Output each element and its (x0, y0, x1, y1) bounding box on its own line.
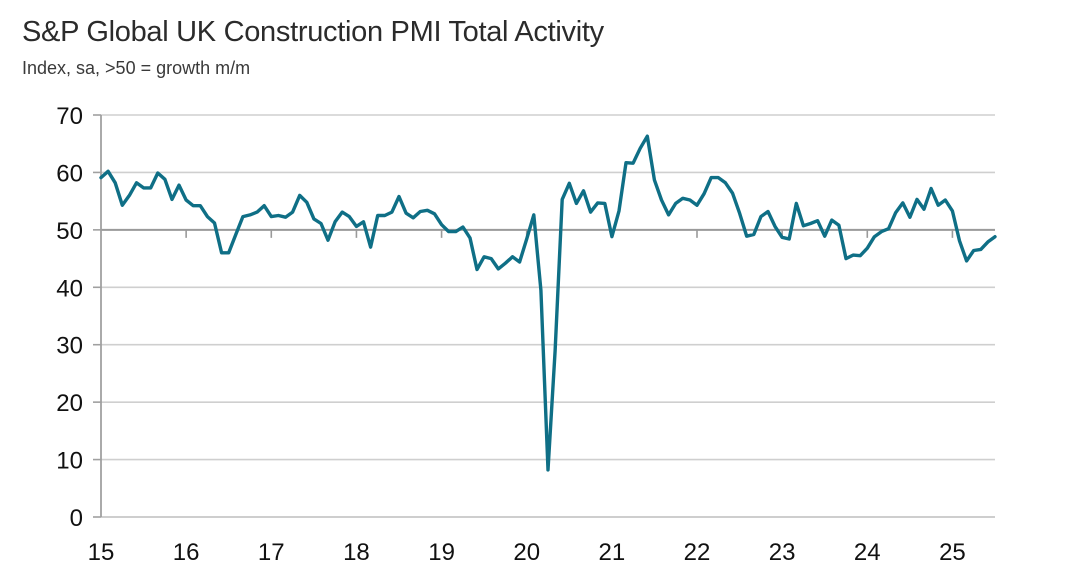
y-tick-label: 30 (56, 333, 83, 360)
x-tick-label: 16 (173, 539, 200, 566)
x-tick-label: 20 (513, 539, 540, 566)
x-tick-label: 23 (769, 539, 796, 566)
y-tick-label: 10 (56, 448, 83, 475)
x-tick-label: 25 (939, 539, 966, 566)
series-line (99, 134, 997, 472)
y-tick-label: 50 (56, 218, 83, 245)
x-axis: 15 16 17 18 19 20 21 22 23 24 25 (88, 229, 966, 566)
x-tick-label: 22 (684, 539, 711, 566)
y-tick-label: 20 (56, 390, 83, 417)
y-axis: 0 10 20 30 40 50 60 70 (56, 103, 102, 532)
chart-subtitle: Index, sa, >50 = growth m/m (22, 58, 251, 78)
y-tick-label: 40 (56, 275, 83, 302)
y-tick-label: 0 (70, 505, 83, 532)
x-tick-label: 18 (343, 539, 370, 566)
x-tick-label: 24 (854, 539, 881, 566)
x-tick-label: 15 (88, 539, 115, 566)
y-tick-label: 70 (56, 103, 83, 130)
x-tick-label: 21 (599, 539, 626, 566)
x-tick-label: 17 (258, 539, 285, 566)
chart-title: S&P Global UK Construction PMI Total Act… (22, 16, 604, 48)
y-tick-label: 60 (56, 160, 83, 187)
series-layer (99, 134, 997, 472)
x-tick-label: 19 (428, 539, 455, 566)
